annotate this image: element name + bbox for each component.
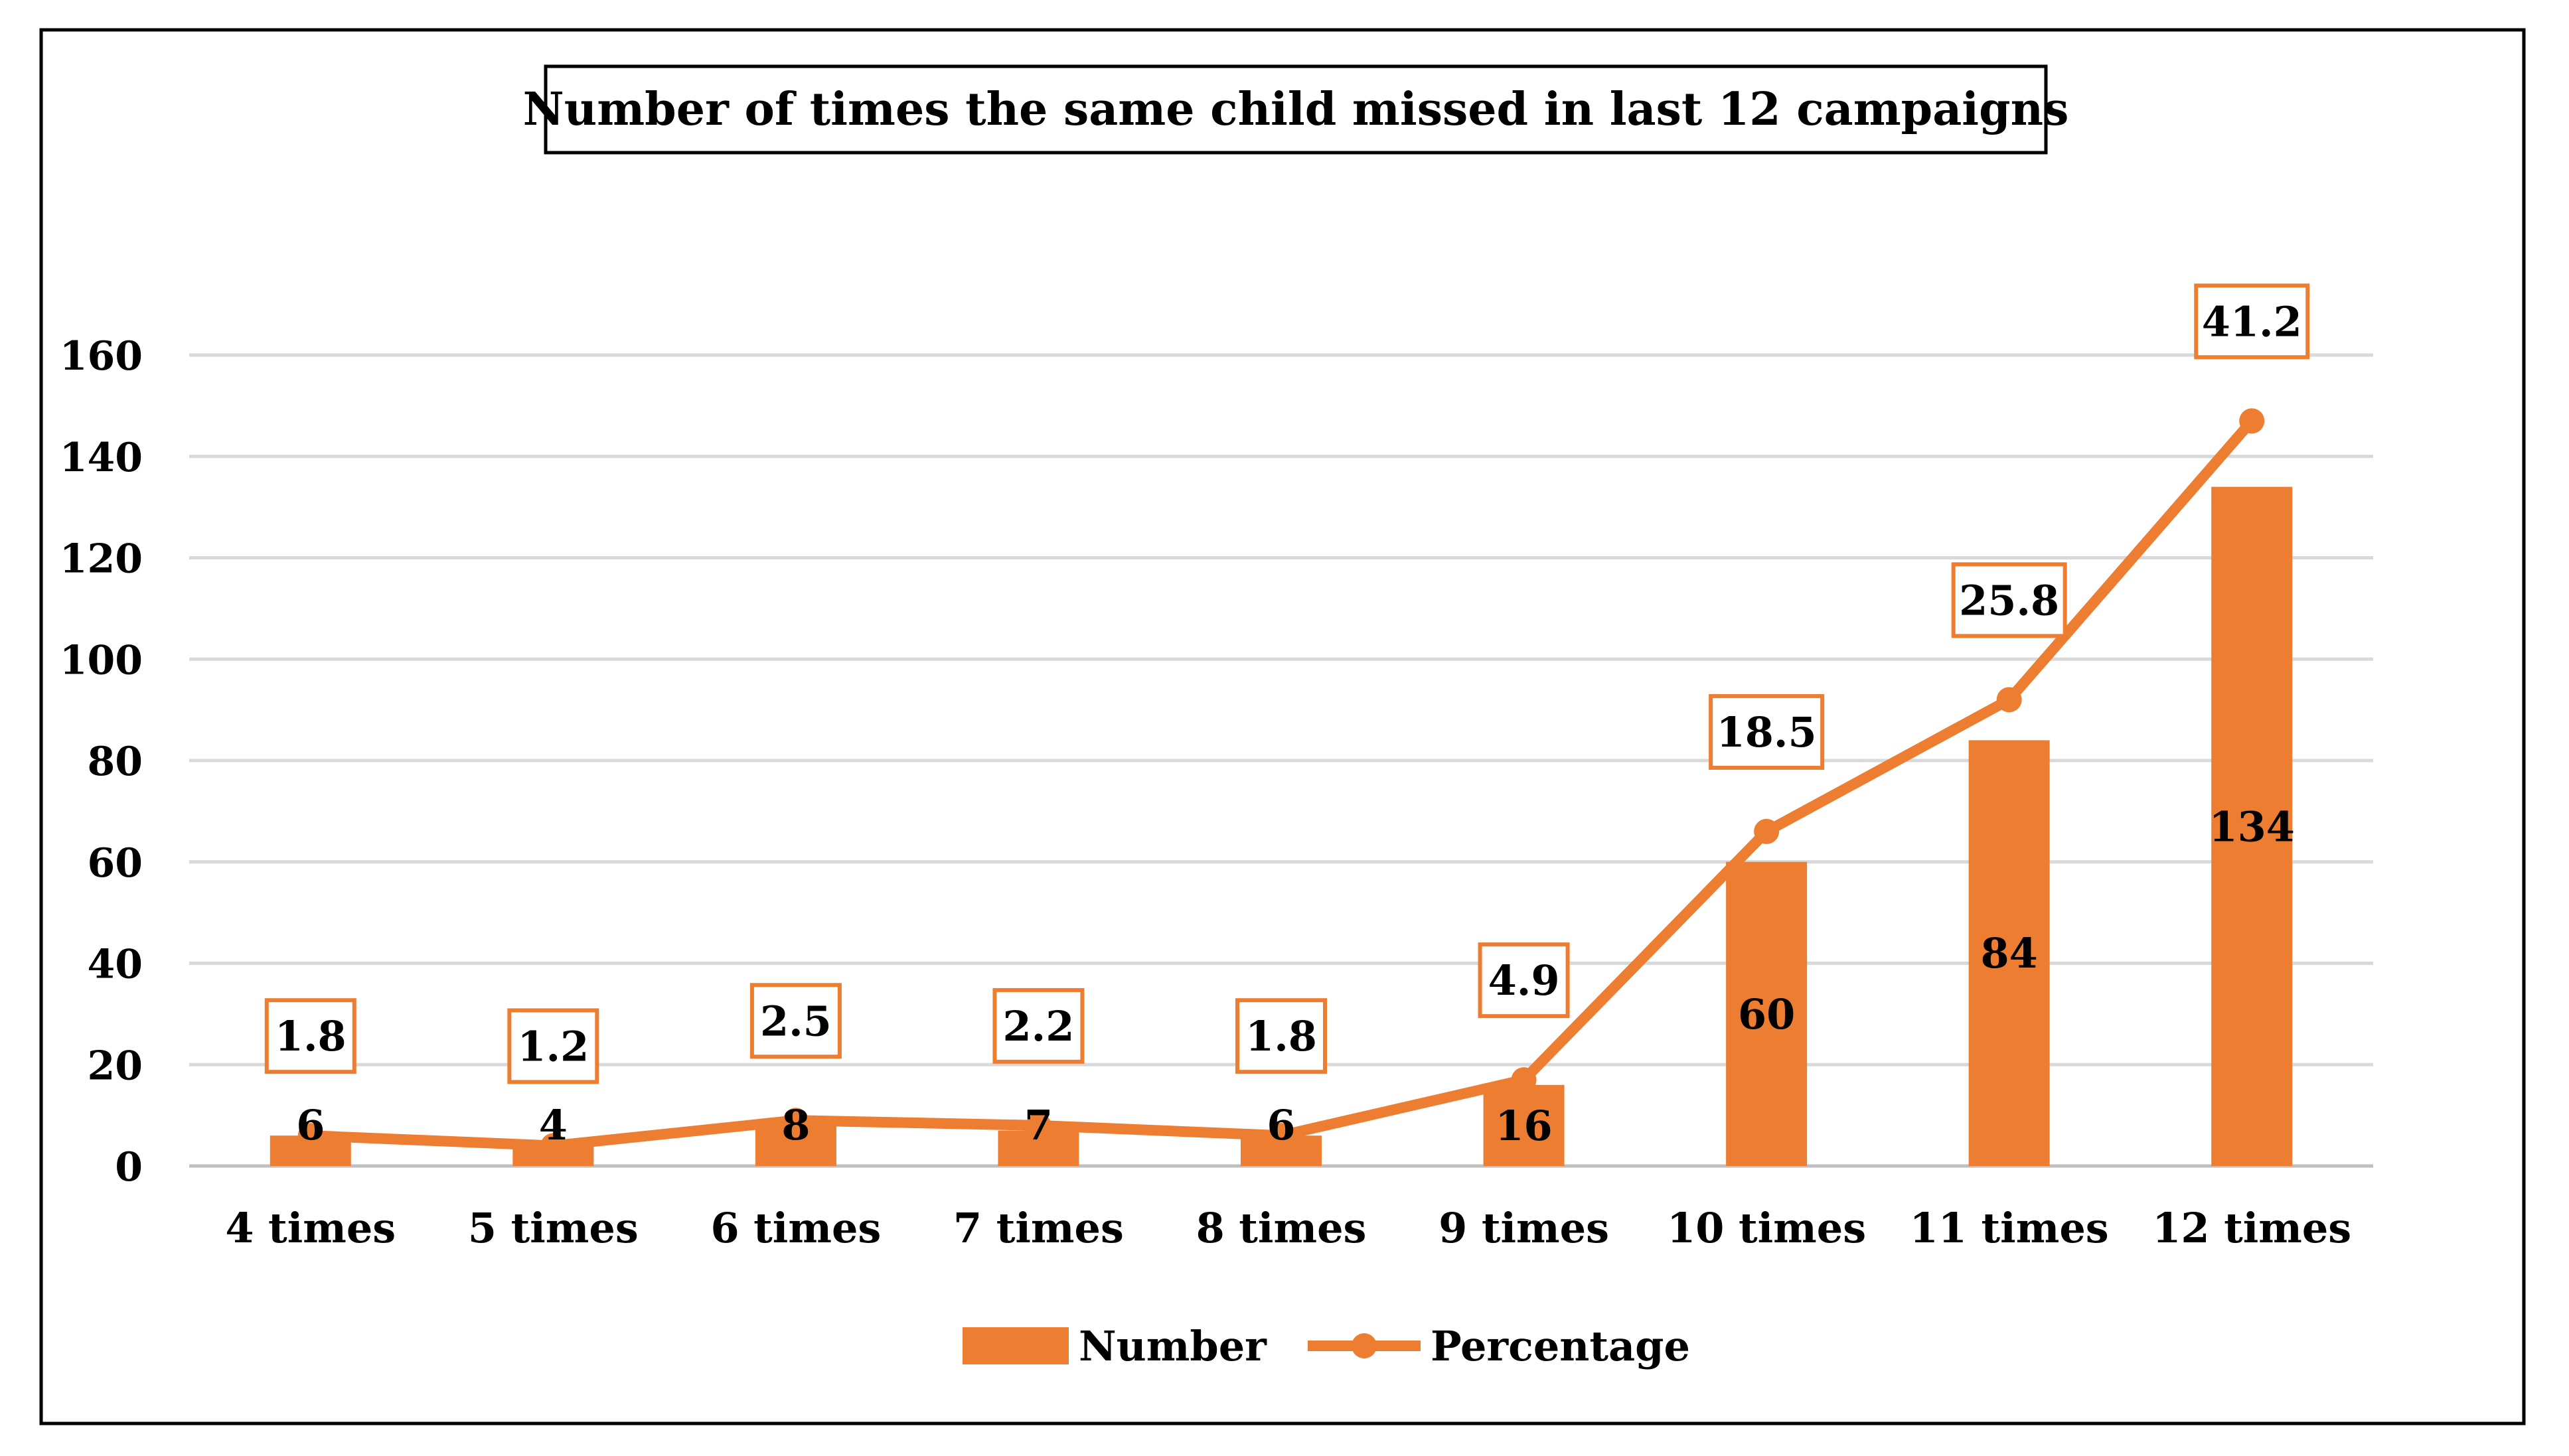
percentage-label-box — [1478, 942, 1570, 1019]
y-tick-label: 160 — [60, 333, 143, 380]
percentage-marker — [2239, 408, 2265, 434]
percentage-marker — [1511, 1067, 1537, 1093]
percentage-marker — [783, 1108, 809, 1133]
y-tick-label: 0 — [115, 1144, 143, 1191]
percentage-marker — [540, 1133, 566, 1159]
percentage-label-box — [264, 998, 356, 1074]
percentage-label-box — [2194, 283, 2310, 360]
chart-frame — [39, 28, 2526, 1425]
legend-number-swatch — [963, 1327, 1069, 1364]
percentage-marker — [1026, 1112, 1051, 1138]
y-tick-label: 80 — [88, 739, 143, 785]
legend-number-label: Number — [1079, 1322, 1267, 1370]
chart-title: Number of times the same child missed in… — [523, 83, 2069, 136]
title-box — [544, 64, 2048, 155]
y-tick-label: 140 — [60, 435, 143, 481]
percentage-value-label: 4.9 — [1488, 956, 1560, 1005]
percentage-marker — [297, 1123, 323, 1149]
x-tick-label: 7 times — [953, 1204, 1124, 1252]
bar-value-label: 84 — [1981, 929, 2038, 978]
label-layer: 6 4 8 7 6 16 60 84 134 1.8 1.2 2.5 2.2 1.8 4.9 18.5 25.8… — [264, 283, 2310, 1150]
y-tick-label: 40 — [88, 942, 143, 988]
bar-value-label: 60 — [1738, 990, 1795, 1039]
percentage-marker — [1996, 687, 2022, 713]
percentage-label-box — [1709, 693, 1825, 770]
x-tick-label: 6 times — [710, 1204, 881, 1252]
line-layer — [297, 408, 2265, 1159]
percentage-marker — [1269, 1123, 1294, 1149]
legend: Number Percentage — [963, 1322, 1690, 1370]
percentage-label-box — [749, 983, 842, 1059]
percentage-value-label: 1.8 — [275, 1012, 347, 1060]
x-tick-label: 5 times — [468, 1204, 639, 1252]
percentage-marker — [1754, 818, 1780, 844]
bar-value-label: 6 — [1267, 1101, 1295, 1149]
bar-number — [2211, 486, 2293, 1166]
y-tick-label: 60 — [88, 840, 143, 887]
percentage-value-label: 1.2 — [517, 1022, 589, 1070]
y-tick-label: 20 — [88, 1043, 143, 1089]
percentage-value-label: 2.5 — [760, 997, 832, 1045]
bar-layer — [270, 486, 2293, 1166]
x-tick-label: 4 times — [225, 1204, 396, 1252]
bar-value-label: 4 — [539, 1101, 568, 1149]
legend-percentage-marker — [1352, 1333, 1377, 1358]
x-tick-label: 11 times — [1910, 1204, 2109, 1252]
percentage-value-label: 2.2 — [1003, 1002, 1075, 1051]
percentage-label-box — [1951, 562, 2067, 638]
percentage-value-label: 41.2 — [2202, 297, 2302, 346]
x-tick-label: 12 times — [2152, 1204, 2351, 1252]
bar-value-label: 8 — [781, 1101, 810, 1149]
x-tick-label: 9 times — [1439, 1204, 1609, 1252]
y-tick-label: 120 — [60, 536, 143, 583]
bar-number — [1726, 861, 1808, 1166]
percentage-value-label: 18.5 — [1717, 708, 1817, 757]
bar-value-label: 16 — [1495, 1102, 1552, 1150]
bar-number — [1968, 740, 2050, 1166]
x-tick-label: 10 times — [1667, 1204, 1866, 1252]
percentage-label-box — [1235, 998, 1327, 1074]
x-tick-label: 8 times — [1196, 1204, 1367, 1252]
percentage-value-label: 25.8 — [1959, 576, 2059, 624]
percentage-label-box — [992, 987, 1085, 1064]
bar-value-label: 7 — [1024, 1101, 1053, 1149]
percentage-label-box — [507, 1008, 599, 1084]
bar-value-label: 6 — [296, 1101, 325, 1149]
y-tick-label: 100 — [60, 637, 143, 684]
legend-percentage-label: Percentage — [1431, 1322, 1690, 1370]
percentage-value-label: 1.8 — [1245, 1012, 1317, 1060]
bar-number — [1483, 1084, 1565, 1166]
bar-value-label: 134 — [2209, 802, 2295, 851]
